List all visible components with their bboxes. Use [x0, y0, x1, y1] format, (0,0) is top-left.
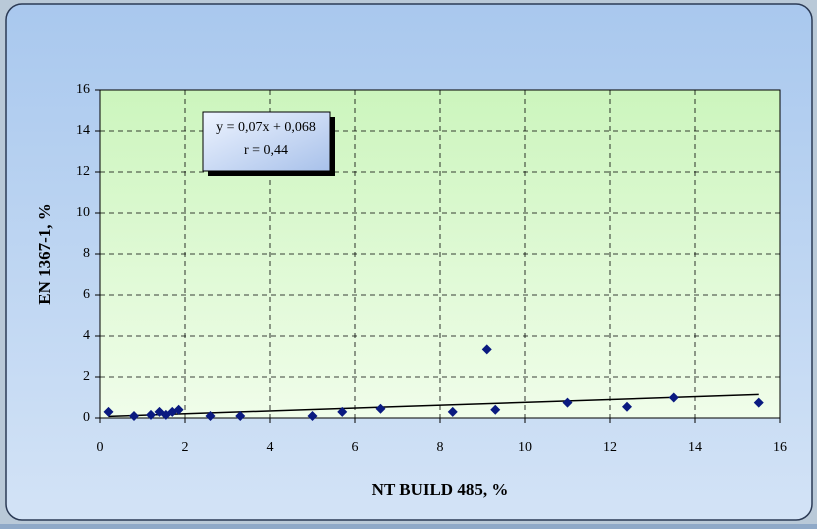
point [146, 409, 156, 420]
y-axis-label: EN 1367-1, % [35, 203, 54, 305]
x-tick-label: 10 [518, 440, 532, 455]
point [753, 397, 764, 408]
x-tick-label: 6 [352, 440, 359, 455]
trendline [108, 393, 759, 418]
x-tick-label: 16 [773, 440, 787, 455]
y-tick-label: 16 [76, 82, 90, 97]
point [375, 403, 386, 414]
point [129, 410, 139, 421]
annotation: r = 0,44 [244, 143, 288, 158]
y-tick-label: 4 [83, 328, 90, 343]
point [337, 406, 348, 417]
y-tick-label: 10 [76, 205, 90, 220]
y-tick-label: 6 [83, 287, 90, 302]
point [205, 410, 216, 421]
x-tick-label: 4 [267, 440, 274, 455]
annotation-box [202, 111, 331, 172]
point [173, 404, 184, 415]
point [307, 410, 318, 421]
y-tick-label: 8 [83, 246, 90, 261]
y-tick-label: 0 [83, 410, 90, 425]
point [490, 404, 501, 415]
point [103, 406, 114, 417]
point [235, 410, 246, 421]
x-axis-label: NT BUILD 485, % [372, 480, 509, 499]
x-tick-label: 8 [437, 440, 444, 455]
y-tick-label: 12 [76, 164, 90, 179]
y-tick-label: 2 [83, 369, 90, 384]
point [622, 401, 632, 412]
y-tick-label: 14 [76, 123, 90, 138]
annotation: y = 0,07x + 0,068 [216, 120, 316, 135]
x-tick-label: 12 [603, 440, 617, 455]
x-tick-label: 14 [688, 440, 702, 455]
x-tick-label: 0 [97, 440, 104, 455]
point [447, 406, 458, 417]
point [562, 397, 573, 408]
point [668, 392, 679, 403]
x-tick-label: 2 [182, 440, 189, 455]
point [481, 344, 492, 355]
